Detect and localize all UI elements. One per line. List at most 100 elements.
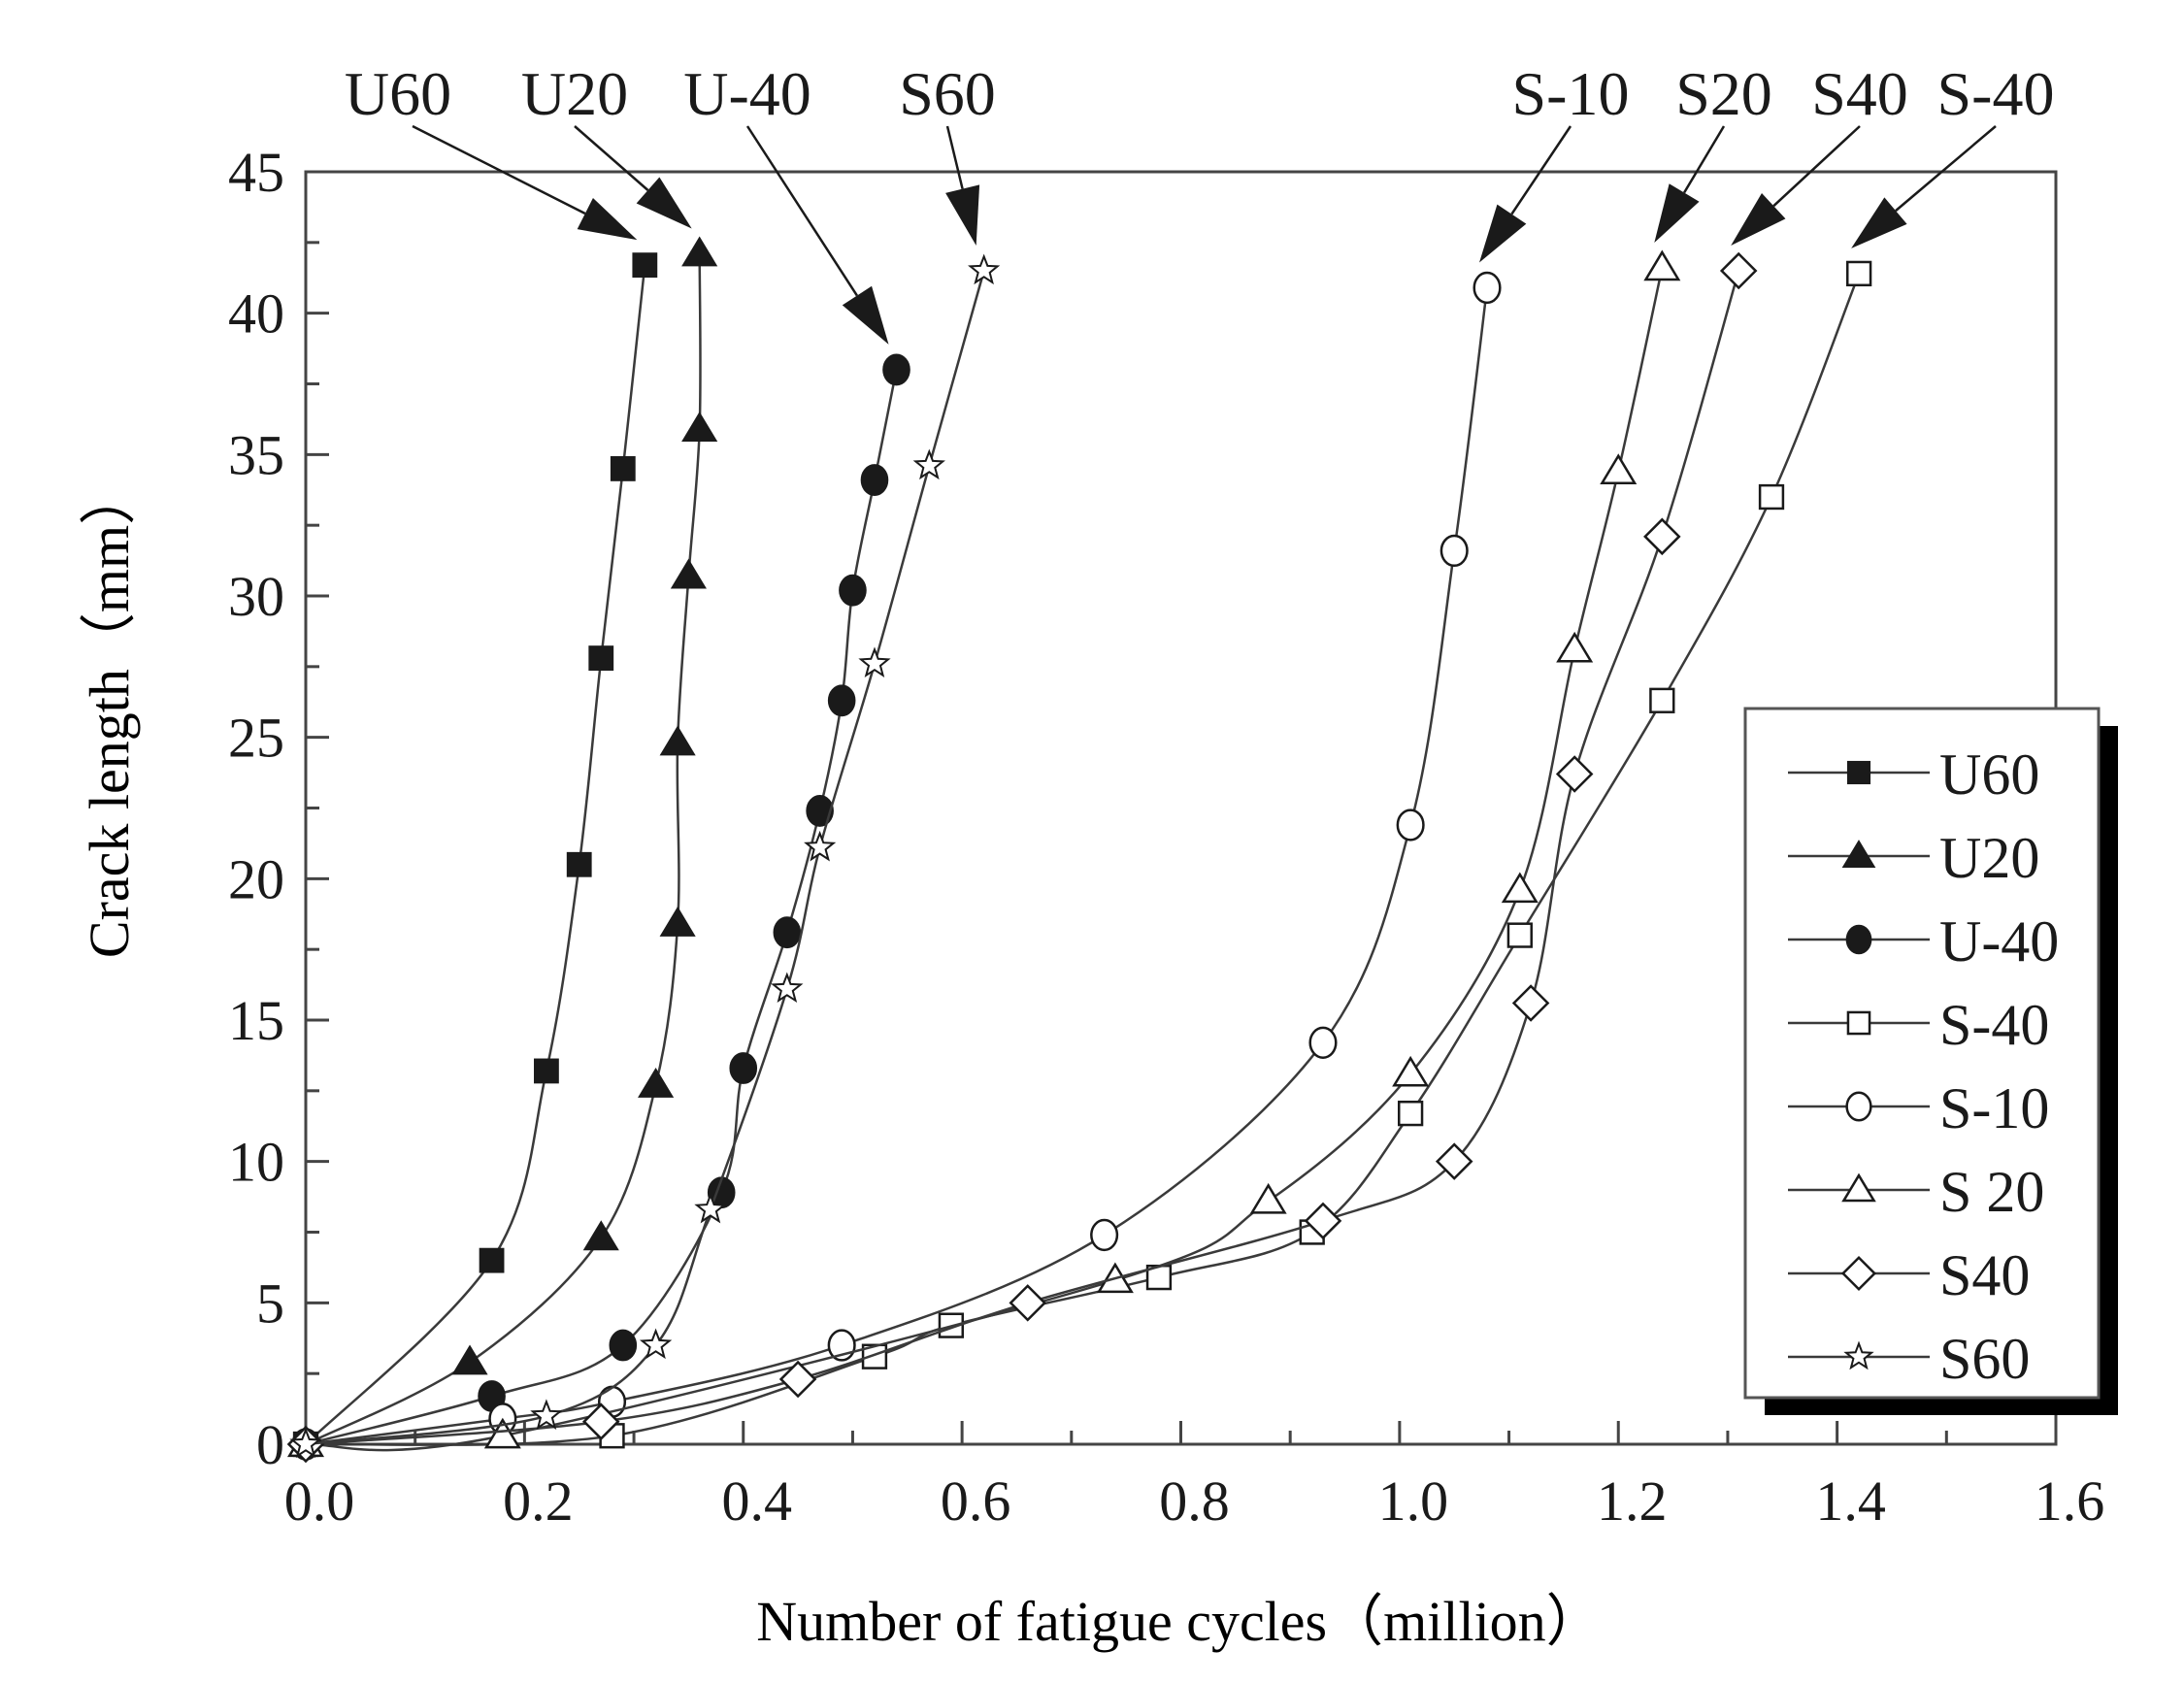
- circle-marker-icon: [1396, 808, 1425, 842]
- diamond-marker-icon: [1555, 755, 1594, 793]
- callout-label: S60: [899, 59, 996, 128]
- arrowhead-icon: [1851, 197, 1907, 248]
- circle-marker-icon: [1308, 1026, 1338, 1059]
- legend-label: S-10: [1939, 1076, 2049, 1140]
- square-marker-icon: [1506, 922, 1533, 948]
- diamond-marker-icon: [1511, 984, 1550, 1022]
- x-axis: 0.0 0.2 0.4 0.6 0.8 1.0 1.2 1.4 1.6: [284, 1421, 2105, 1533]
- callout-label: U-40: [683, 59, 811, 128]
- square-marker-icon: [1758, 483, 1785, 511]
- circle-marker-icon: [806, 795, 834, 827]
- star-marker-icon: [530, 1399, 563, 1431]
- circle-marker-icon: [860, 464, 889, 496]
- square-marker-icon: [1397, 1100, 1424, 1127]
- y-axis-title: Crack length（mm）: [78, 469, 141, 958]
- callout-arrow-line: [945, 125, 964, 189]
- legend: U60 U20 U-40 S-40 S-10 S 20 S40 S60: [1743, 707, 2118, 1415]
- star-marker-icon: [858, 646, 891, 678]
- legend-box: [1743, 707, 2101, 1400]
- triangle-marker-icon: [1249, 1182, 1287, 1214]
- triangle-marker-icon: [1643, 249, 1681, 281]
- series-u20: [287, 236, 718, 1457]
- square-marker-icon: [1846, 1010, 1871, 1036]
- arrowhead-icon: [1654, 183, 1700, 244]
- series-layer: [286, 236, 1872, 1464]
- x-tick-label: 0.2: [503, 1469, 574, 1533]
- square-marker-icon: [534, 1058, 559, 1084]
- x-axis-title: Number of fatigue cycles（million）: [756, 1590, 1602, 1653]
- series-s40: [292, 260, 1872, 1458]
- star-marker-icon: [912, 448, 945, 480]
- legend-label: S 20: [1939, 1160, 2044, 1224]
- triangle-marker-icon: [670, 558, 707, 589]
- triangle-marker-icon: [451, 1344, 488, 1375]
- square-marker-icon: [1846, 760, 1871, 785]
- triangle-marker-icon: [659, 725, 696, 756]
- circle-marker-icon: [729, 1052, 758, 1084]
- triangle-marker-icon: [1841, 840, 1876, 869]
- y-tick-label: 0: [256, 1413, 284, 1476]
- x-tick-label: 0.4: [722, 1469, 793, 1533]
- diamond-marker-icon: [1435, 1142, 1473, 1180]
- legend-label: U60: [1939, 742, 2039, 807]
- triangle-marker-icon: [1841, 1172, 1876, 1203]
- square-marker-icon: [479, 1247, 505, 1273]
- y-tick-label: 10: [228, 1131, 284, 1194]
- triangle-marker-icon: [483, 1417, 521, 1449]
- star-marker-icon: [771, 972, 804, 1004]
- square-marker-icon: [566, 851, 592, 877]
- star-marker-icon: [694, 1192, 727, 1224]
- y-tick-label: 20: [228, 847, 284, 910]
- callout-arrow-line: [1683, 125, 1726, 194]
- star-marker-icon: [1843, 1340, 1874, 1370]
- series-s10: [291, 271, 1502, 1461]
- legend-label: S60: [1939, 1327, 2030, 1391]
- triangle-marker-icon: [1392, 1055, 1430, 1087]
- y-tick-label: 40: [228, 282, 284, 346]
- x-tick-label: 1.0: [1378, 1469, 1449, 1533]
- y-tick-label: 30: [228, 565, 284, 628]
- callout-label: S-40: [1937, 59, 2055, 128]
- callout-arrow-line: [412, 124, 586, 215]
- circle-marker-icon: [1845, 924, 1872, 955]
- star-marker-icon: [968, 253, 1001, 285]
- x-tick-label: 0.6: [941, 1469, 1011, 1533]
- x-tick-label: 1.6: [2035, 1469, 2105, 1533]
- star-marker-icon: [639, 1328, 673, 1360]
- diamond-marker-icon: [1009, 1284, 1047, 1322]
- callout-label: U60: [345, 59, 451, 128]
- y-axis: 0 5 10 15 20 25 30 35 40 45: [228, 141, 329, 1476]
- square-marker-icon: [1649, 687, 1675, 713]
- callout-annotations: U60 U20 U-40 S60 S-10 S20 S40 S-40: [345, 59, 2055, 345]
- circle-marker-icon: [609, 1329, 638, 1362]
- triangle-marker-icon: [638, 1067, 675, 1098]
- square-marker-icon: [861, 1343, 888, 1370]
- triangle-marker-icon: [1600, 453, 1638, 484]
- series-u40: [291, 353, 910, 1461]
- series-s40: [286, 251, 1758, 1464]
- series-line: [305, 273, 1861, 1446]
- square-marker-icon: [632, 252, 658, 279]
- triangle-marker-icon: [1556, 631, 1594, 663]
- x-tick-label: 1.4: [1815, 1469, 1886, 1533]
- legend-label: S-40: [1939, 993, 2049, 1057]
- triangle-marker-icon: [1501, 872, 1539, 904]
- circle-marker-icon: [1090, 1218, 1119, 1252]
- callout-label: S-10: [1512, 59, 1630, 128]
- diamond-marker-icon: [778, 1360, 817, 1399]
- arrowhead-icon: [842, 285, 889, 345]
- star-marker-icon: [289, 1427, 322, 1459]
- legend-label: S40: [1939, 1243, 2030, 1307]
- circle-marker-icon: [882, 353, 910, 386]
- square-marker-icon: [588, 645, 614, 671]
- x-tick-label: 0.0: [284, 1469, 355, 1533]
- arrowhead-icon: [1731, 192, 1786, 246]
- triangle-marker-icon: [582, 1220, 619, 1251]
- series-line: [305, 264, 646, 1445]
- arrowhead-icon: [1479, 204, 1527, 263]
- square-marker-icon: [1846, 260, 1872, 287]
- callout-arrow-line: [574, 125, 649, 191]
- diamond-marker-icon: [1840, 1255, 1877, 1292]
- callout-arrow-line: [1772, 125, 1861, 208]
